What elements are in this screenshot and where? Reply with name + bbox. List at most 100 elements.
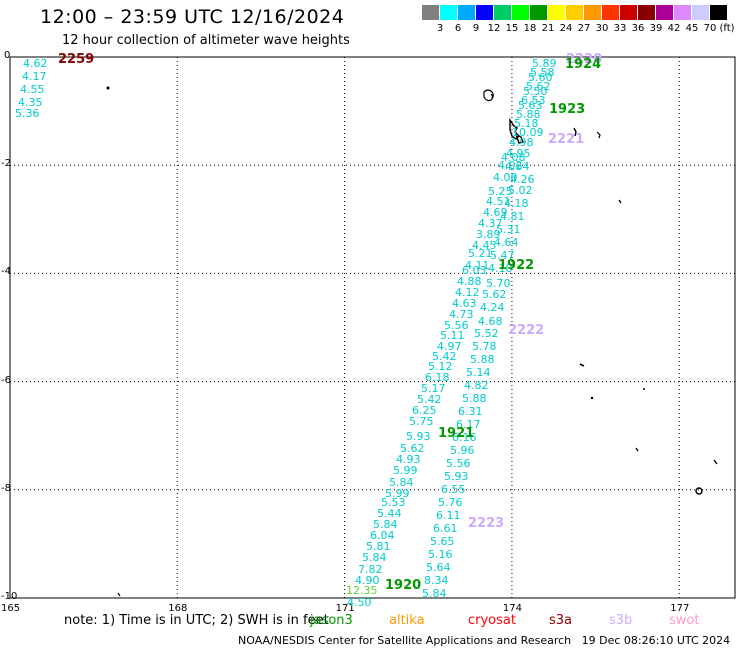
wave-height-value: 4.26	[510, 173, 535, 186]
island	[490, 93, 494, 101]
color-scale-label: 24	[559, 23, 573, 34]
wave-height-value: 6.55	[441, 483, 466, 496]
pass-time-label: 1921	[438, 426, 475, 441]
wave-height-value: 4.11	[465, 259, 490, 272]
color-swatch	[602, 5, 619, 20]
wave-height-value: 4.88	[457, 275, 482, 288]
color-swatch	[620, 5, 637, 20]
pass-time-label: 2259	[58, 52, 95, 67]
wave-height-value: 4.00	[493, 171, 518, 184]
color-scale-label: 39	[649, 23, 663, 34]
land-masses	[106, 86, 718, 597]
color-swatch	[566, 5, 583, 20]
wave-height-value: 4.12	[455, 286, 480, 299]
legend-entry-altika: altika	[389, 613, 425, 628]
wave-height-value: 6.25	[412, 404, 437, 417]
wave-height-value: 5.31	[496, 223, 521, 236]
pass-time-label: 2223	[468, 516, 505, 531]
color-scale-label: 3	[436, 23, 444, 34]
wave-height-value: 6.11	[436, 509, 461, 522]
wave-height-value: 5.76	[438, 496, 463, 509]
legend-entry-cryosat: cryosat	[468, 613, 516, 628]
color-swatch	[512, 5, 529, 20]
wave-height-value: 5.11	[440, 329, 465, 342]
wave-height-value: 5.17	[421, 382, 446, 395]
wave-height-value: 4.93	[396, 453, 421, 466]
island	[596, 131, 601, 139]
color-scale-label: 15	[505, 23, 519, 34]
wave-height-value: 4.55	[20, 83, 45, 96]
footer-credit: NOAA/NESDIS Center for Satellite Applica…	[238, 634, 730, 647]
wave-height-value: 4.50	[347, 596, 372, 609]
color-swatch	[548, 5, 565, 20]
color-scale-label: 33	[613, 23, 627, 34]
color-swatch	[422, 5, 439, 20]
island	[573, 127, 577, 137]
wave-height-value: 5.70	[486, 277, 511, 290]
wave-height-value: 5.99	[385, 487, 410, 500]
wave-height-value: 5.84	[389, 476, 414, 489]
color-swatch	[476, 5, 493, 20]
wave-height-value: 4.81	[500, 210, 525, 223]
wave-height-value: 5.88	[462, 392, 487, 405]
wave-height-value: 5.50	[523, 85, 548, 98]
timestamp-text: 19 Dec 08:26:10 UTC 2024	[581, 634, 731, 647]
island	[106, 86, 110, 90]
wave-height-value: 4.90	[355, 574, 380, 587]
island	[695, 487, 703, 495]
wave-height-value: 6.61	[433, 522, 458, 535]
page-subtitle: 12 hour collection of altimeter wave hei…	[62, 33, 350, 48]
latitude-tick-label: 0	[4, 50, 11, 61]
color-scale-label: 36	[631, 23, 645, 34]
wave-height-value: 5.93	[406, 430, 431, 443]
color-scale-label: 9	[472, 23, 480, 34]
wave-height-value: 4.73	[449, 308, 474, 321]
wave-height-value: 5.42	[432, 350, 457, 363]
map-frame	[9, 56, 736, 599]
wave-height-value: 4.08	[501, 151, 526, 164]
longitude-tick-label: 177	[670, 603, 690, 614]
color-scale-label: 30	[595, 23, 609, 34]
wave-height-value: 5.14	[466, 366, 491, 379]
wave-height-value: 5.42	[417, 393, 442, 406]
legend-entry-s3b: s3b	[609, 613, 633, 628]
wave-height-value: 5.02	[508, 184, 533, 197]
color-swatch	[656, 5, 673, 20]
wave-height-value: 4.68	[478, 315, 503, 328]
pass-time-label: 1923	[549, 102, 586, 117]
wave-height-value: 4.51	[486, 195, 511, 208]
island	[590, 396, 594, 400]
color-swatch	[674, 5, 691, 20]
color-scale-label: 12	[487, 23, 501, 34]
pass-time-label: 1920	[385, 578, 422, 593]
wave-height-value: 5.56	[444, 319, 469, 332]
wave-height-value: 6.31	[458, 405, 483, 418]
wave-height-value: 4.02	[498, 159, 523, 172]
latitude-tick-label: -4	[1, 266, 11, 278]
pass-time-label: 2222	[508, 323, 545, 338]
wave-height-value: 5.60	[528, 71, 553, 84]
longitude-tick-label: 171	[335, 603, 355, 614]
wave-height-value: 5.21	[468, 247, 493, 260]
wave-height-value: 5.84	[362, 551, 387, 564]
wave-height-value: 5.88	[470, 353, 495, 366]
wave-height-value: 4.37	[478, 217, 503, 230]
longitude-tick-label: 165	[1, 603, 21, 614]
legend-entry-swot: swot	[669, 613, 700, 628]
pass-time-label: 1922	[498, 258, 535, 273]
wave-height-value: 8.34	[424, 574, 449, 587]
wave-height-value: 5.36	[15, 107, 40, 120]
wave-height-value: 5.63	[518, 99, 543, 112]
wave-height-value: 10.09	[512, 126, 544, 139]
map-grid	[9, 56, 736, 599]
wave-height-value: 5.62	[482, 288, 507, 301]
wave-height-value: 5.65	[430, 535, 455, 548]
color-scale-unit: (ft)	[719, 23, 735, 34]
island	[713, 459, 718, 465]
wave-height-value: 4.69	[483, 206, 508, 219]
wave-height-value: 4.18	[504, 197, 529, 210]
longitude-tick-label: 174	[502, 603, 523, 614]
wave-height-value: 5.81	[366, 540, 391, 553]
wave-height-value: 5.84	[373, 518, 398, 531]
